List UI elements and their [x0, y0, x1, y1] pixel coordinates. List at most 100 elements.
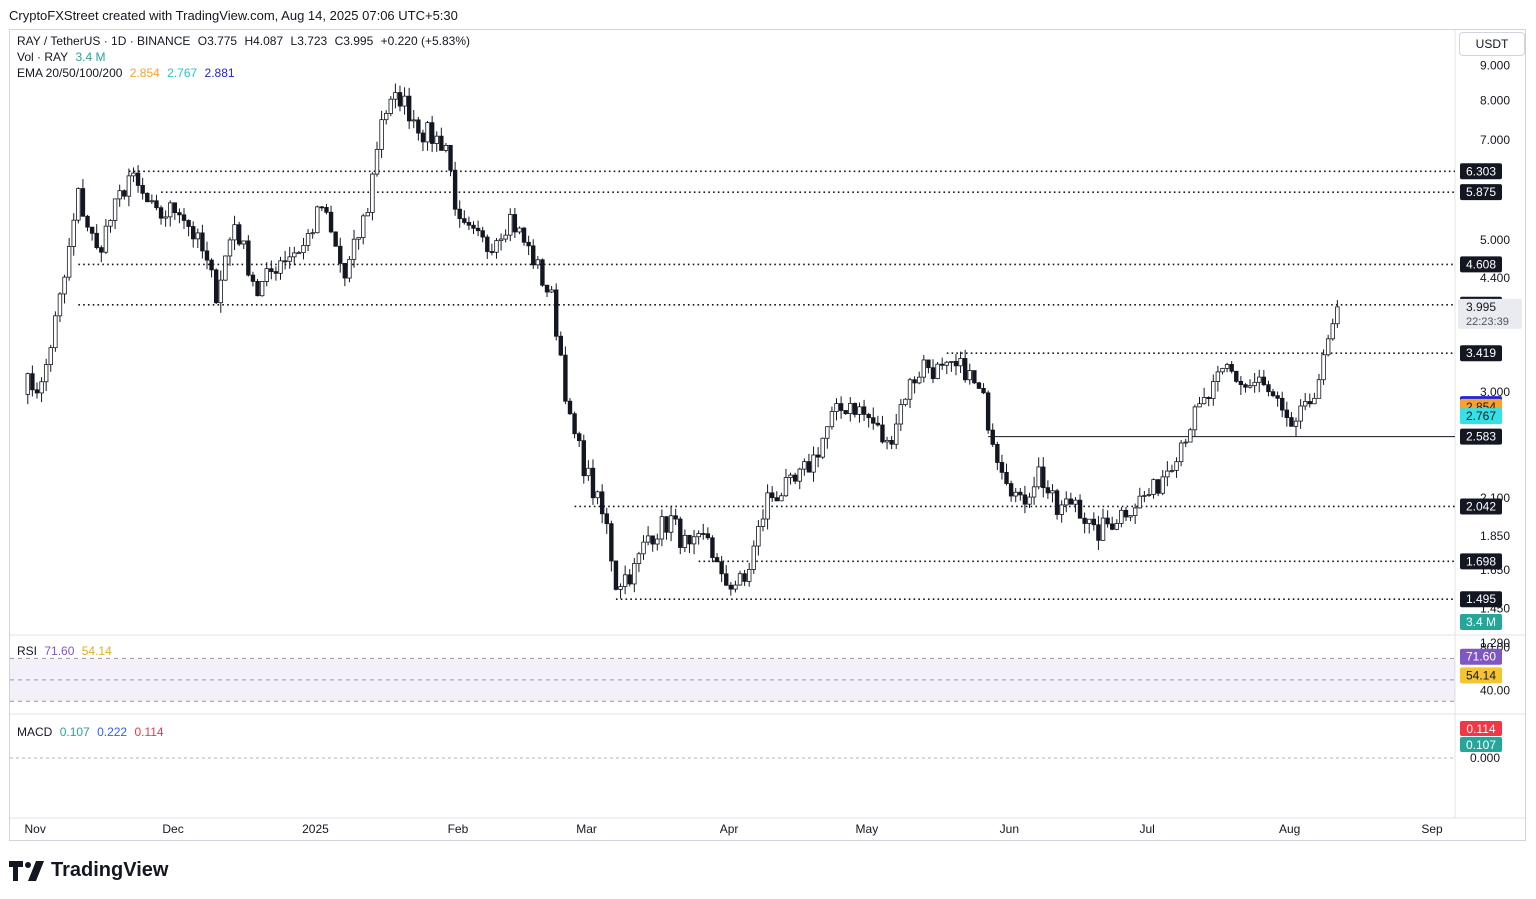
candle-body: [687, 534, 692, 545]
candle: [402, 87, 407, 115]
candle-body: [1013, 491, 1018, 497]
candle-body: [1059, 504, 1064, 515]
candle-body: [181, 214, 187, 221]
tradingview-logo[interactable]: TradingView: [9, 859, 168, 882]
candle-body: [1188, 429, 1193, 443]
candle: [250, 271, 256, 287]
candle: [668, 505, 674, 542]
time-axis-tick-label: Feb: [448, 822, 469, 836]
candle-body: [650, 535, 655, 545]
candle: [903, 398, 908, 407]
candle-body: [521, 227, 527, 243]
candle-body: [599, 491, 605, 515]
candle-body: [374, 149, 380, 175]
candle-body: [576, 433, 582, 442]
candle: [558, 331, 564, 357]
candle-body: [351, 238, 357, 260]
candle: [508, 208, 513, 242]
candle: [319, 206, 325, 212]
candle: [967, 363, 972, 385]
candle: [356, 237, 361, 250]
candle-body: [30, 373, 35, 391]
candle-body: [953, 361, 959, 367]
candle: [838, 396, 844, 419]
candle-body: [1165, 470, 1170, 478]
candle-body: [94, 232, 99, 249]
candle-body: [85, 215, 90, 228]
candle-body: [999, 462, 1005, 473]
volume-tag: [1460, 614, 1502, 630]
candle: [687, 534, 692, 554]
candle-body: [843, 410, 848, 415]
candle: [131, 167, 136, 183]
candle-body: [779, 495, 784, 502]
currency-unit-button[interactable]: USDT: [1459, 32, 1525, 56]
candle-body: [976, 382, 982, 389]
candle: [535, 256, 541, 270]
candle: [861, 399, 867, 422]
candle-body: [1022, 494, 1028, 505]
candle: [191, 221, 196, 248]
ohlc-low: L3.723: [290, 34, 328, 48]
candle-body: [1247, 385, 1253, 388]
symbol-label[interactable]: RAY / TetherUS · 1D · BINANCE: [17, 34, 191, 48]
candle: [140, 177, 145, 200]
candle: [765, 484, 770, 530]
candle-body: [1151, 479, 1156, 495]
price-level-tag-label: 4.608: [1466, 257, 1496, 271]
volume-label[interactable]: Vol · RAY: [17, 50, 69, 64]
candle-body: [1238, 380, 1244, 386]
candle-body: [1229, 364, 1234, 372]
candle-body: [397, 92, 403, 107]
candle: [1252, 372, 1257, 393]
candle-body: [57, 293, 63, 317]
candle: [907, 377, 913, 409]
candle-body: [907, 379, 913, 400]
candle-body: [691, 536, 697, 545]
candle: [103, 218, 109, 255]
main-legend: RAY / TetherUS · 1D · BINANCE O3.775 H4.…: [17, 34, 474, 48]
candle-body: [1220, 367, 1225, 373]
candle: [898, 398, 904, 431]
candle: [466, 216, 472, 231]
candle-body: [884, 439, 890, 443]
candle-body: [315, 206, 320, 234]
ema-label[interactable]: EMA 20/50/100/200: [17, 66, 123, 80]
candle: [57, 292, 63, 323]
candle: [85, 214, 90, 232]
candle-body: [1137, 495, 1142, 509]
rsi-label[interactable]: RSI: [17, 644, 38, 658]
candle: [976, 381, 982, 390]
candle: [172, 202, 178, 220]
candle-body: [618, 586, 623, 590]
candle: [710, 535, 715, 563]
candle-body: [434, 135, 439, 144]
candle-body: [443, 144, 449, 151]
candle: [1077, 494, 1083, 519]
candle: [94, 224, 99, 250]
candle: [1307, 393, 1312, 408]
candle: [301, 237, 306, 260]
candle: [972, 370, 977, 385]
rsi-axis-tick-label: 40.00: [1480, 684, 1510, 698]
candle-body: [655, 538, 660, 545]
rsi-value-tag: [1460, 648, 1502, 665]
candle-body: [145, 192, 150, 203]
candle-body: [296, 252, 302, 255]
candle: [255, 279, 260, 297]
candle-body: [1224, 364, 1230, 369]
candle-body: [66, 246, 72, 278]
candle-body: [1031, 486, 1037, 498]
candle: [1183, 438, 1188, 448]
candle: [1284, 401, 1290, 427]
candle-body: [195, 232, 200, 240]
candle-body: [241, 240, 246, 245]
time-axis-tick-label: Mar: [576, 822, 597, 836]
candle: [599, 484, 605, 524]
price-axis-tick-label: 5.000: [1480, 233, 1510, 247]
candle: [554, 283, 559, 341]
candle: [246, 235, 251, 277]
candle: [1082, 512, 1087, 534]
macd-label[interactable]: MACD: [17, 725, 53, 739]
candle-body: [1036, 466, 1041, 488]
